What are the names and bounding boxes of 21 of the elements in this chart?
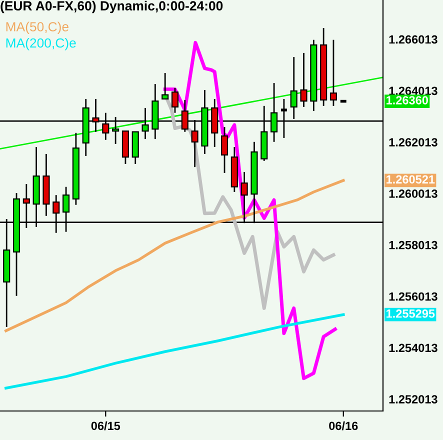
- y-tick-label: 1.256013: [389, 292, 438, 301]
- x-tick-label: 06/16: [329, 421, 358, 430]
- y-tick-label: 1.264013: [389, 86, 438, 96]
- text: MA(50,C)e: [6, 22, 68, 34]
- candlestick: [300, 52, 308, 108]
- y-tick-label: 1.262013: [389, 138, 438, 146]
- chart-title: (EUR A0-FX,60) Dynamic,0:00-24:00: [0, 0, 223, 14]
- candlestick: [220, 126, 228, 174]
- candlestick: [171, 87, 179, 114]
- text: 1.26360: [386, 96, 428, 104]
- y-tick-label: 1.260013: [389, 190, 438, 198]
- text: 1.260521: [386, 175, 435, 184]
- y-tick-label: 1.266013: [389, 35, 438, 44]
- y-tick-label: 1.258013: [389, 240, 438, 250]
- x-tick-label: 06/15: [91, 421, 120, 430]
- text: 1.255295: [386, 309, 435, 318]
- y-tick-label: 1.252013: [389, 395, 438, 404]
- text: MA(200,C)e: [6, 38, 76, 50]
- y-tick-label: 1.254013: [389, 344, 438, 352]
- candlestick: [330, 39, 337, 107]
- candlestick: [162, 72, 169, 100]
